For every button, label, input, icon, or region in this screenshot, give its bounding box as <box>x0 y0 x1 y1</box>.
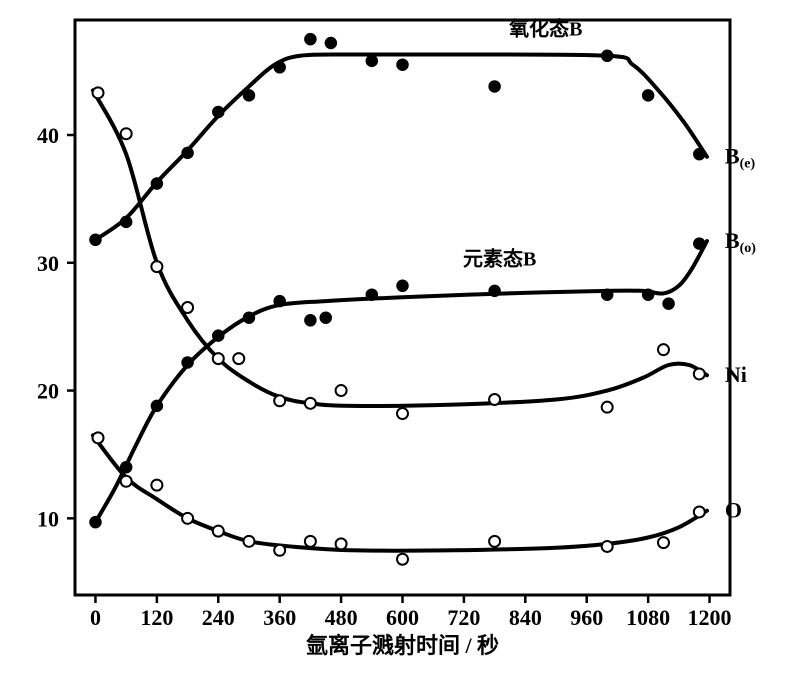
marker-B_o <box>663 298 674 309</box>
y-tick-label: 30 <box>37 251 59 276</box>
marker-O <box>489 536 500 547</box>
x-tick-label: 600 <box>386 605 419 630</box>
marker-Ni <box>694 368 705 379</box>
marker-O <box>336 538 347 549</box>
marker-B_o <box>90 517 101 528</box>
marker-B_o <box>397 280 408 291</box>
series-label-O: O <box>725 498 742 523</box>
x-axis-label: 氩离子溅射时间 / 秒 <box>306 633 499 658</box>
depth-profile-chart: 0 120 240 360 480 600 720 840 960 1080 1200 10 20 30… <box>0 0 805 675</box>
marker-O <box>658 537 669 548</box>
marker-Ni <box>658 344 669 355</box>
marker-B_o <box>121 462 132 473</box>
marker-O <box>274 545 285 556</box>
x-tick-label: 120 <box>140 605 173 630</box>
marker-B_e <box>243 90 254 101</box>
chart-annotation: 氧化态B <box>508 16 582 40</box>
marker-B_e <box>151 178 162 189</box>
y-tick-label: 10 <box>37 506 59 531</box>
marker-Ni <box>151 261 162 272</box>
x-tick-label: 480 <box>325 605 358 630</box>
curve-O <box>93 435 707 550</box>
series-label-Ni: Ni <box>725 362 747 387</box>
marker-Ni <box>182 302 193 313</box>
x-tick-label: 1200 <box>688 605 732 630</box>
marker-O <box>694 506 705 517</box>
marker-Ni <box>233 353 244 364</box>
x-tick-label: 840 <box>509 605 542 630</box>
marker-O <box>213 526 224 537</box>
y-ticks: 10 20 30 40 <box>37 123 75 531</box>
x-tick-label: 1080 <box>626 605 670 630</box>
marker-B_o <box>602 289 613 300</box>
marker-Ni <box>93 87 104 98</box>
x-tick-label: 0 <box>90 605 101 630</box>
marker-B_e <box>182 147 193 158</box>
marker-B_e <box>694 149 705 160</box>
marker-B_o <box>366 289 377 300</box>
marker-B_o <box>305 315 316 326</box>
marker-B_o <box>694 238 705 249</box>
marker-O <box>121 476 132 487</box>
marker-B_e <box>325 38 336 49</box>
marker-O <box>151 480 162 491</box>
marker-Ni <box>121 128 132 139</box>
marker-B_o <box>643 289 654 300</box>
marker-O <box>602 541 613 552</box>
x-tick-label: 720 <box>447 605 480 630</box>
marker-B_e <box>643 90 654 101</box>
marker-Ni <box>213 353 224 364</box>
marker-Ni <box>602 402 613 413</box>
marker-B_e <box>305 34 316 45</box>
marker-B_o <box>151 400 162 411</box>
chart-annotation: 元素态B <box>463 246 536 270</box>
marker-B_e <box>397 59 408 70</box>
marker-B_e <box>489 81 500 92</box>
marker-B_o <box>213 330 224 341</box>
marker-Ni <box>489 394 500 405</box>
marker-O <box>397 554 408 565</box>
marker-Ni <box>305 398 316 409</box>
marker-B_o <box>320 312 331 323</box>
y-tick-label: 20 <box>37 379 59 404</box>
x-tick-label: 240 <box>202 605 235 630</box>
marker-B_e <box>213 107 224 118</box>
x-tick-label: 960 <box>570 605 603 630</box>
marker-O <box>305 536 316 547</box>
series-label-B_o: B(o) <box>725 228 756 256</box>
marker-B_o <box>489 285 500 296</box>
marker-B_e <box>274 62 285 73</box>
marker-Ni <box>336 385 347 396</box>
marker-Ni <box>397 408 408 419</box>
x-tick-label: 360 <box>263 605 296 630</box>
y-tick-label: 40 <box>37 123 59 148</box>
marker-O <box>182 513 193 524</box>
marker-Ni <box>274 395 285 406</box>
marker-B_o <box>182 357 193 368</box>
marker-B_e <box>602 50 613 61</box>
x-ticks: 0 120 240 360 480 600 720 840 960 1080 1200 <box>90 595 732 630</box>
marker-B_o <box>243 312 254 323</box>
marker-O <box>243 536 254 547</box>
marker-B_e <box>366 55 377 66</box>
series-label-B_e: B(e) <box>725 144 756 172</box>
marker-B_e <box>90 234 101 245</box>
marker-O <box>93 432 104 443</box>
marker-B_o <box>274 296 285 307</box>
marker-B_e <box>121 216 132 227</box>
